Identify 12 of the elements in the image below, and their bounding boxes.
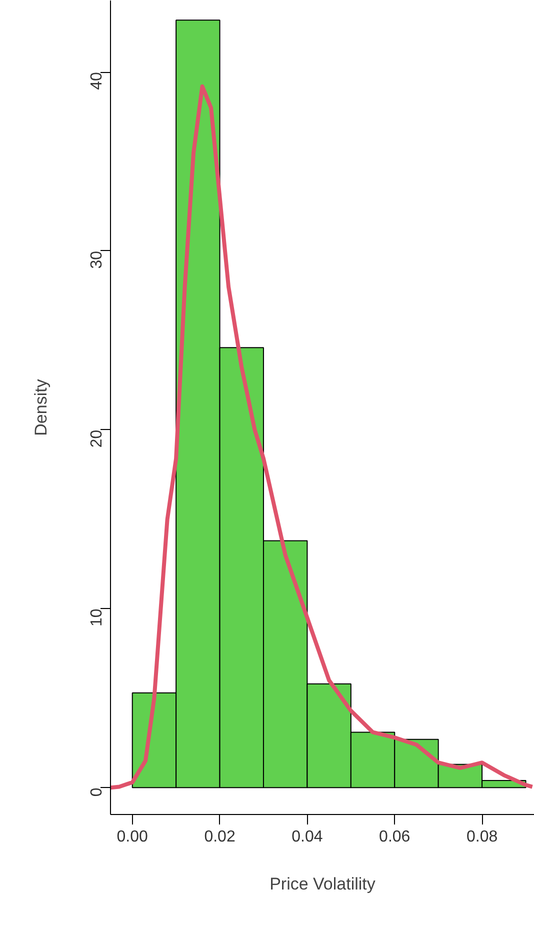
y-tick-label: 0 xyxy=(88,788,106,797)
x-tick-label: 0.06 xyxy=(379,828,410,846)
x-tick-label: 0.08 xyxy=(466,828,498,846)
x-tick-label: 0.02 xyxy=(204,828,236,846)
y-tick-label: 20 xyxy=(88,430,106,448)
x-tick-label: 0.04 xyxy=(292,828,323,846)
x-tick-label: 0.00 xyxy=(116,828,148,846)
y-axis-title: Density xyxy=(32,378,50,436)
y-tick-label: 10 xyxy=(88,608,106,627)
x-axis-title: Price Volatility xyxy=(270,874,376,894)
y-tick-label: 30 xyxy=(88,250,106,269)
y-tick-label: 40 xyxy=(88,72,106,90)
